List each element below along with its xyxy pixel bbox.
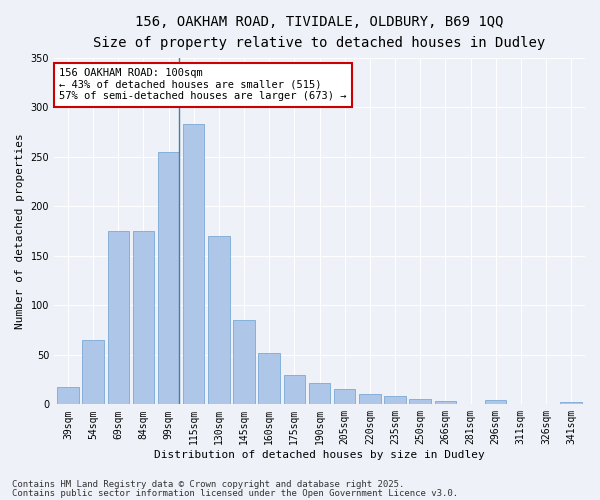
- Bar: [434, 402, 456, 404]
- Bar: [284, 374, 305, 404]
- Text: 156 OAKHAM ROAD: 100sqm
← 43% of detached houses are smaller (515)
57% of semi-d: 156 OAKHAM ROAD: 100sqm ← 43% of detache…: [59, 68, 347, 102]
- X-axis label: Distribution of detached houses by size in Dudley: Distribution of detached houses by size …: [154, 450, 485, 460]
- Bar: [334, 390, 355, 404]
- Bar: [560, 402, 582, 404]
- Bar: [385, 396, 406, 404]
- Bar: [183, 124, 205, 404]
- Bar: [107, 231, 129, 404]
- Y-axis label: Number of detached properties: Number of detached properties: [15, 133, 25, 329]
- Bar: [359, 394, 380, 404]
- Bar: [485, 400, 506, 404]
- Bar: [57, 386, 79, 404]
- Bar: [208, 236, 230, 404]
- Bar: [409, 400, 431, 404]
- Bar: [133, 231, 154, 404]
- Text: Contains HM Land Registry data © Crown copyright and database right 2025.: Contains HM Land Registry data © Crown c…: [12, 480, 404, 489]
- Title: 156, OAKHAM ROAD, TIVIDALE, OLDBURY, B69 1QQ
Size of property relative to detach: 156, OAKHAM ROAD, TIVIDALE, OLDBURY, B69…: [94, 15, 545, 50]
- Text: Contains public sector information licensed under the Open Government Licence v3: Contains public sector information licen…: [12, 488, 458, 498]
- Bar: [158, 152, 179, 405]
- Bar: [259, 353, 280, 405]
- Bar: [309, 382, 330, 404]
- Bar: [82, 340, 104, 404]
- Bar: [233, 320, 255, 404]
